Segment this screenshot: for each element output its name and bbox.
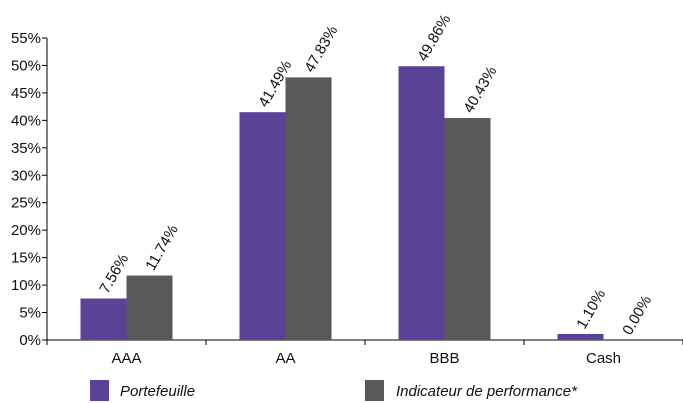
bar-portefeuille-bbb	[398, 66, 445, 341]
y-tick-label: 55%	[11, 30, 41, 47]
data-label: 0.00%	[619, 293, 655, 338]
y-tick-label: 50%	[11, 57, 41, 74]
bar-portefeuille-aa	[239, 112, 286, 340]
data-label: 47.83%	[301, 23, 341, 76]
data-label: 40.43%	[460, 63, 500, 116]
y-tick-label: 5%	[19, 305, 41, 322]
y-tick-label: 40%	[11, 112, 41, 129]
y-axis: 0% 5% 10% 15% 20% 25% 30% 35% 40% 45% 50% 55%	[11, 30, 48, 349]
legend: Portefeuille Indicateur de performance*	[90, 380, 578, 401]
bar-portefeuille-cash	[557, 333, 604, 340]
y-tick-label: 0%	[19, 332, 41, 349]
x-tick-label: AA	[275, 350, 295, 367]
bar-portefeuille-aaa	[80, 298, 127, 340]
y-tick-label: 25%	[11, 195, 41, 212]
legend-swatch-indicateur	[365, 380, 384, 401]
y-tick-label: 10%	[11, 277, 41, 294]
bars	[80, 66, 604, 341]
y-tick-label: 45%	[11, 85, 41, 102]
bar-indicateur-aaa	[126, 275, 173, 340]
y-tick-label: 15%	[11, 250, 41, 267]
x-tick-label: BBB	[429, 350, 459, 367]
x-tick-label: AAA	[111, 350, 141, 367]
y-tick-label: 20%	[11, 222, 41, 239]
legend-swatch-portefeuille	[90, 380, 109, 401]
y-tick-label: 35%	[11, 140, 41, 157]
data-label: 49.86%	[414, 12, 454, 65]
data-label: 11.74%	[142, 222, 182, 274]
data-labels: 7.56%11.74%41.49%47.83% 49.86%40.43%1.10%…	[96, 12, 655, 338]
legend-label-indicateur: Indicateur de performance*	[396, 383, 578, 400]
y-tick-label: 30%	[11, 167, 41, 184]
x-axis: AAA AA BBB Cash	[46, 339, 683, 367]
bar-indicateur-bbb	[444, 118, 491, 340]
legend-label-portefeuille: Portefeuille	[120, 383, 195, 400]
bar-indicateur-aa	[285, 77, 332, 341]
data-label: 1.10%	[573, 287, 609, 332]
x-tick-label: Cash	[586, 350, 621, 367]
